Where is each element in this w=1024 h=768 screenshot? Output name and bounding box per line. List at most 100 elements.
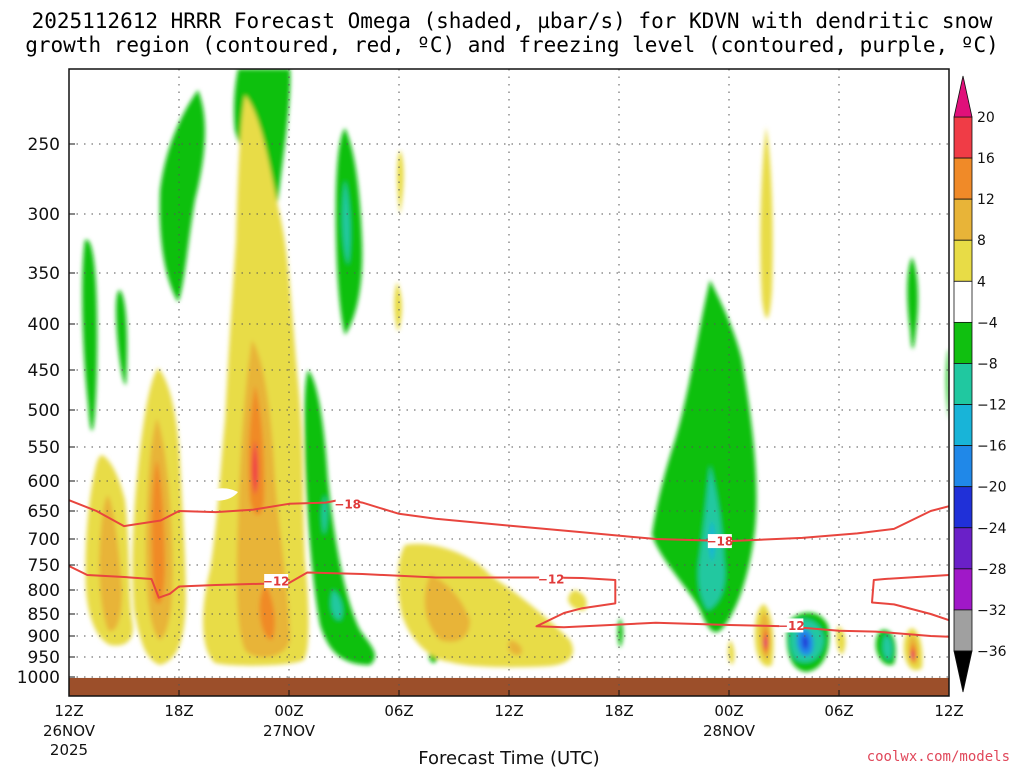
colorbar-label: −24 [977, 521, 1007, 537]
y-tick-label: 650 [28, 502, 60, 522]
colorbar-top-cap [953, 75, 973, 118]
colorbar-bin [953, 486, 973, 529]
colorbar-bin [953, 527, 973, 570]
colorbar-bin [953, 321, 973, 364]
credit-text: coolwx.com/models [867, 749, 1010, 765]
colorbar-bin [953, 609, 973, 652]
colorbar-label: −8 [977, 356, 998, 372]
y-tick-label: 600 [28, 472, 60, 492]
contour-label-bg [779, 618, 804, 633]
colorbar-label: −36 [977, 644, 1007, 660]
contour-line [871, 574, 949, 622]
x-tick-label: 18Z [164, 702, 193, 720]
x-tick-label: 12Z [494, 702, 523, 720]
colorbar-bin [953, 116, 973, 159]
omega-region [508, 640, 522, 656]
x-tick-label: 06Z [824, 702, 853, 720]
omega-region [397, 543, 574, 668]
colorbar-label: −4 [977, 315, 998, 331]
chart-title-line-2: growth region (contoured, red, ºC) and f… [25, 33, 999, 57]
colorbar-bin [953, 157, 973, 200]
colorbar-label: 4 [977, 274, 986, 290]
contour-label: −12 [778, 619, 805, 633]
y-tick-label: 350 [28, 264, 60, 284]
x-tick-label: 12Z [934, 702, 963, 720]
omega-region [304, 370, 376, 665]
omega-region [151, 460, 165, 604]
colorbar-label: 12 [977, 192, 995, 208]
colorbar-label: −12 [977, 398, 1007, 414]
colorbar-bottom-cap [953, 650, 973, 693]
colorbar-bin [953, 568, 973, 611]
colorbar-bin [953, 445, 973, 488]
x-tick-label: 06Z [384, 702, 413, 720]
x-year-label: 2025 [50, 741, 88, 759]
colorbar-bin [953, 198, 973, 241]
y-tick-label: 250 [28, 135, 60, 155]
omega-region [330, 590, 343, 620]
colorbar-bin [953, 280, 973, 323]
y-tick-label: 750 [28, 556, 60, 576]
y-tick-label: 450 [28, 361, 60, 381]
contour-label-bg [539, 572, 564, 586]
x-tick-label: 18Z [604, 702, 633, 720]
x-tick-label: 12Z [54, 702, 83, 720]
colorbar-label: −20 [977, 480, 1007, 496]
omega-region [342, 180, 351, 265]
colorbar-label: −16 [977, 439, 1007, 455]
y-axis: 2503003504004505005506006507007508008509… [17, 135, 75, 688]
contour-label: −12 [263, 575, 290, 589]
temperature-contours [69, 498, 949, 638]
x-date-label: 27NOV [263, 722, 316, 740]
y-tick-label: 850 [28, 605, 60, 625]
y-tick-label: 500 [28, 401, 60, 421]
omega-region [907, 257, 919, 349]
omega-region [99, 495, 122, 631]
contour-line [69, 565, 949, 638]
y-tick-label: 550 [28, 438, 60, 458]
chart-title-line-1: 2025112612 HRRR Forecast Omega (shaded, … [31, 9, 993, 33]
x-tick-label: 00Z [274, 702, 303, 720]
omega-region [205, 488, 238, 501]
omega-region [424, 575, 470, 642]
colorbar-label: −28 [977, 562, 1007, 578]
contour-label: −18 [334, 497, 361, 511]
omega-region [394, 282, 403, 332]
contour-labels: −18 −12 −12 −18 −12 [263, 496, 805, 633]
colorbar-label: 20 [977, 110, 995, 126]
x-date-label: 28NOV [703, 722, 756, 740]
omega-region [882, 635, 893, 660]
omega-region [259, 585, 275, 640]
omega-region [763, 638, 767, 647]
x-tick-label: 00Z [714, 702, 743, 720]
contour-label-bg [264, 574, 289, 588]
omega-region [802, 635, 809, 650]
colorbar: 20 16 12 8 4 −4 −8 −12 −16 −20 −24 −28 −32 −36 [953, 75, 1007, 693]
y-tick-label: 1000 [17, 668, 60, 688]
omega-region [727, 640, 735, 665]
omega-region [568, 590, 587, 611]
omega-region [159, 90, 206, 302]
y-tick-label: 400 [28, 315, 60, 335]
omega-region [116, 290, 128, 386]
omega-region [910, 652, 914, 659]
y-tick-label: 950 [28, 648, 60, 668]
contour-line [69, 498, 949, 543]
colorbar-label: −32 [977, 603, 1007, 619]
y-tick-label: 800 [28, 581, 60, 601]
colorbar-label: 16 [977, 151, 995, 167]
contour-label: −12 [538, 573, 565, 587]
omega-region [82, 239, 98, 431]
contour-label-bg [707, 534, 732, 549]
omega-region [397, 150, 404, 215]
y-tick-label: 900 [28, 627, 60, 647]
contour-label: −18 [706, 535, 733, 549]
colorbar-bin [953, 404, 973, 447]
y-tick-label: 300 [28, 205, 60, 225]
x-date-label: 26NOV [43, 722, 96, 740]
omega-region [321, 495, 328, 535]
colorbar-label: 8 [977, 233, 986, 249]
colorbar-bin [953, 363, 973, 405]
